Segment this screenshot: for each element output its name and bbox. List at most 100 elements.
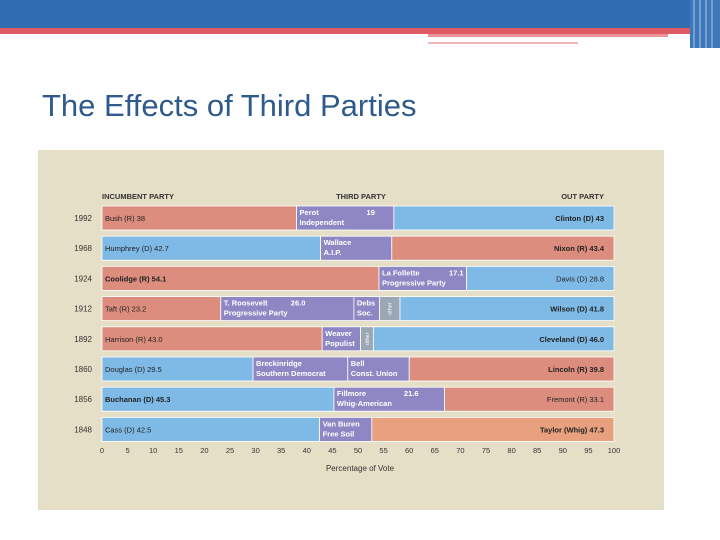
top-band bbox=[0, 0, 720, 28]
row-1856: 1856 Buchanan (D) 45.3 Fillmore 21.6 Whig-Am… bbox=[74, 386, 615, 412]
x-tick-label: 40 bbox=[303, 446, 311, 455]
label-third-party-name: La Follette bbox=[382, 268, 420, 277]
label-out-party: Nixon (R) 43.4 bbox=[554, 244, 605, 253]
bar-incumbent bbox=[101, 235, 322, 261]
x-tick-label: 20 bbox=[200, 446, 208, 455]
label-incumbent: Cass (D) 42.5 bbox=[105, 425, 151, 434]
x-tick-label: 60 bbox=[405, 446, 413, 455]
label-incumbent: Buchanan (D) 45.3 bbox=[105, 395, 170, 404]
label-out-party: Lincoln (R) 39.8 bbox=[548, 365, 604, 374]
label-out-party: Taylor (Whig) 47.3 bbox=[540, 425, 604, 434]
label-out-party: Clinton (D) 43 bbox=[555, 214, 604, 223]
label-third-party-value: 26.0 bbox=[291, 299, 306, 308]
label-incumbent: Coolidge (R) 54.1 bbox=[105, 274, 166, 283]
band-stripes bbox=[693, 0, 713, 48]
row-year: 1856 bbox=[74, 395, 92, 404]
x-tick-label: 15 bbox=[175, 446, 183, 455]
x-tick-label: 45 bbox=[328, 446, 336, 455]
x-tick-label: 30 bbox=[251, 446, 259, 455]
top-decoration bbox=[0, 0, 720, 48]
label-out-party: Fremont (R) 33.1 bbox=[547, 395, 604, 404]
label-third-party-vertical: other bbox=[388, 302, 394, 315]
x-tick-label: 75 bbox=[482, 446, 490, 455]
accent-stripe bbox=[0, 28, 690, 34]
x-tick-label: 100 bbox=[608, 446, 621, 455]
bar-incumbent bbox=[101, 205, 297, 231]
label-third-party-sub: Const. Union bbox=[351, 369, 398, 378]
label-third-party-vertical: other bbox=[365, 332, 371, 345]
label-incumbent: Douglas (D) 29.5 bbox=[105, 365, 162, 374]
accent-stripe-thin bbox=[428, 34, 668, 37]
label-third-party-value: 21.6 bbox=[404, 389, 419, 398]
x-tick-label: 0 bbox=[100, 446, 104, 455]
x-tick-label: 5 bbox=[126, 446, 130, 455]
label-third-party-name: Fillmore bbox=[337, 389, 366, 398]
bar-out-party bbox=[408, 356, 615, 382]
header-third: THIRD PARTY bbox=[336, 192, 386, 201]
bar-third-party bbox=[320, 235, 393, 261]
x-tick-label: 35 bbox=[277, 446, 285, 455]
bar-incumbent bbox=[101, 386, 335, 412]
bar-third-party bbox=[220, 296, 355, 322]
label-incumbent: Humphrey (D) 42.7 bbox=[105, 244, 169, 253]
label-third-party-name: Breckinridge bbox=[256, 359, 302, 368]
bar-third-party bbox=[321, 326, 361, 352]
bar-out-party bbox=[399, 296, 615, 322]
accent-stripe-thin-2 bbox=[428, 42, 578, 44]
header-out: OUT PARTY bbox=[561, 192, 604, 201]
x-axis: 0 5 10 15 20 25 30 35 40 45 50 55 60 65 70 75 80 85 90 95 10… bbox=[100, 446, 620, 455]
label-incumbent: Bush (R) 38 bbox=[105, 214, 145, 223]
label-third-party-name: Perot bbox=[300, 208, 320, 217]
x-tick-label: 85 bbox=[533, 446, 541, 455]
slide-title: The Effects of Third Parties bbox=[42, 88, 417, 123]
label-incumbent: Harrison (R) 43.0 bbox=[105, 335, 163, 344]
row-year: 1860 bbox=[74, 365, 92, 374]
column-headers: INCUMBENT PARTY THIRD PARTY OUT PARTY bbox=[102, 192, 604, 201]
label-third-party-sub: Progressive Party bbox=[382, 278, 447, 287]
label-third-party-sub: Progressive Party bbox=[224, 309, 289, 318]
label-third-party-sub: Free Soil bbox=[323, 429, 355, 438]
x-tick-label: 50 bbox=[354, 446, 362, 455]
label-third-party-name: Van Buren bbox=[323, 419, 361, 428]
bar-third-party bbox=[333, 386, 445, 412]
x-tick-label: 55 bbox=[379, 446, 387, 455]
header-incumbent: INCUMBENT PARTY bbox=[102, 192, 174, 201]
row-year: 1968 bbox=[74, 244, 92, 253]
label-third-party-value: 17.1 bbox=[449, 268, 464, 277]
label-third-party-sub: Populist bbox=[325, 339, 355, 348]
bar-out-party bbox=[466, 266, 615, 291]
bar-out-party bbox=[371, 416, 615, 442]
x-tick-label: 25 bbox=[226, 446, 234, 455]
bar-incumbent bbox=[101, 356, 254, 382]
row-year: 1992 bbox=[74, 214, 92, 223]
label-third-party-sub: Soc. bbox=[357, 309, 373, 318]
x-tick-label: 80 bbox=[507, 446, 515, 455]
bar-out-party bbox=[444, 386, 615, 412]
bar-out-party bbox=[391, 235, 615, 261]
x-tick-label: 95 bbox=[584, 446, 592, 455]
bar-third-party bbox=[296, 205, 395, 231]
row-1924: 1924 Coolidge (R) 54.1 La Follette 17.1Prog… bbox=[74, 266, 615, 291]
x-axis-label: Percentage of Vote bbox=[326, 464, 395, 473]
x-tick-label: 90 bbox=[559, 446, 567, 455]
row-1912: 1912 Taft (R) 23.2 T. Roosevelt 26.0Progres… bbox=[74, 296, 615, 322]
chart-rows: 1992 Bush (R) 38 Perot 19 Independent Clinton… bbox=[74, 205, 615, 442]
label-third-party-sub: A.I.P. bbox=[324, 248, 342, 257]
bar-out-party bbox=[393, 205, 615, 231]
label-third-party-name: Weaver bbox=[325, 329, 352, 338]
top-band-corner bbox=[690, 0, 720, 48]
row-1992: 1992 Bush (R) 38 Perot 19 Independent Clinton… bbox=[74, 205, 615, 231]
label-third-party-name: Debs bbox=[357, 299, 375, 308]
label-third-party-sub: Independent bbox=[300, 218, 345, 227]
bar-incumbent bbox=[101, 326, 323, 352]
label-out-party: Cleveland (D) 46.0 bbox=[539, 335, 604, 344]
row-year: 1892 bbox=[74, 335, 92, 344]
bar-third-party bbox=[353, 296, 380, 322]
bar-out-party bbox=[372, 326, 615, 352]
row-year: 1924 bbox=[74, 274, 92, 283]
label-third-party-name: Bell bbox=[351, 359, 365, 368]
label-third-party-sub: Whig-American bbox=[337, 399, 392, 408]
